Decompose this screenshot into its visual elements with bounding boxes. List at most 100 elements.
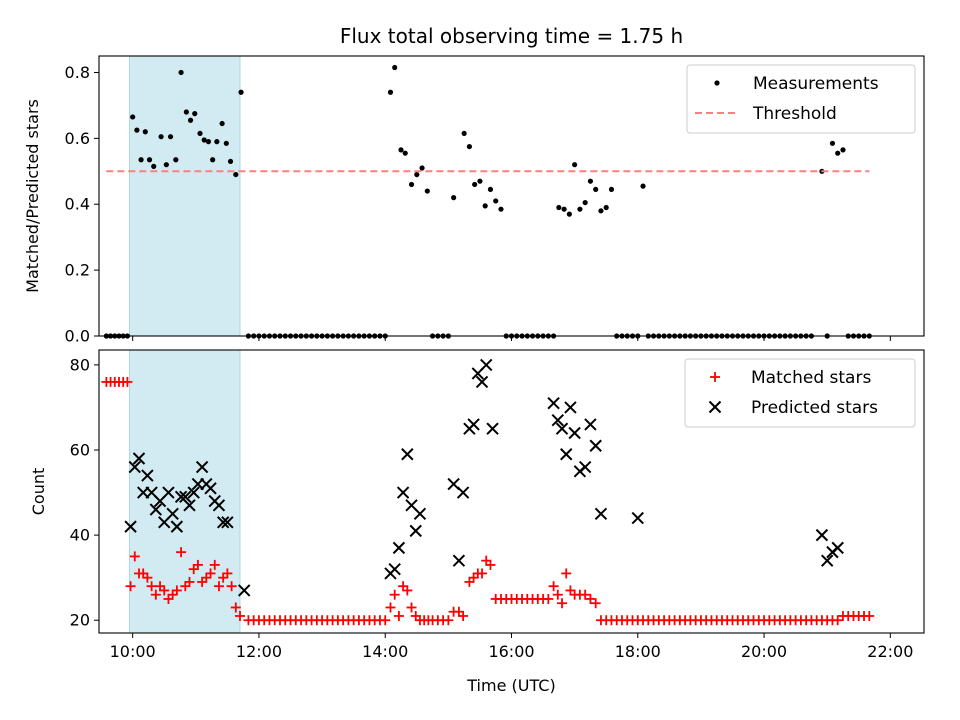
data-point: [396, 486, 410, 499]
x-axis-label: Time (UTC): [466, 676, 555, 695]
data-point: [815, 528, 829, 542]
data-point: [640, 183, 646, 189]
data-point: [406, 602, 417, 613]
data-point: [555, 422, 569, 435]
data-point: [388, 562, 401, 576]
data-point: [216, 516, 230, 529]
data-point: [480, 358, 493, 372]
data-point: [162, 486, 175, 499]
data-point: [631, 511, 644, 525]
data-point: [151, 163, 157, 169]
data-point: [212, 499, 226, 512]
data-point: [593, 186, 599, 193]
x-tick-label: 16:00: [488, 642, 534, 661]
data-point: [458, 610, 469, 621]
data-point: [577, 206, 583, 212]
series-matched-stars: [101, 376, 875, 626]
y-tick-label: 80: [70, 355, 90, 374]
data-point: [560, 448, 573, 461]
data-point: [472, 181, 478, 188]
data-point: [456, 486, 470, 499]
data-point: [192, 111, 198, 117]
legend-label: Threshold: [752, 104, 837, 124]
data-point: [419, 165, 425, 171]
data-point: [451, 195, 457, 201]
data-point: [392, 64, 398, 71]
data-point: [580, 589, 591, 600]
data-point: [572, 162, 578, 168]
data-point: [146, 157, 153, 163]
data-point: [482, 203, 488, 209]
data-point: [548, 581, 559, 592]
data-point: [485, 559, 496, 570]
data-point: [130, 114, 136, 120]
data-point: [835, 150, 841, 156]
data-point: [466, 143, 473, 150]
y-axis-label: Count: [29, 468, 48, 516]
data-point: [187, 486, 200, 499]
data-point: [171, 585, 182, 596]
data-point: [486, 422, 499, 435]
data-point: [124, 520, 137, 533]
data-point: [129, 551, 140, 562]
data-point: [409, 524, 422, 538]
data-point: [393, 610, 404, 621]
data-point: [138, 157, 144, 163]
data-point: [227, 158, 234, 165]
data-point: [585, 593, 596, 604]
data-point: [566, 211, 572, 217]
legend-label: Predicted stars: [751, 398, 878, 418]
data-point: [233, 171, 239, 178]
y-tick-label: 0.6: [65, 129, 90, 148]
data-point: [238, 584, 251, 597]
data-point: [149, 503, 163, 516]
data-point: [387, 89, 394, 95]
data-point: [385, 602, 396, 613]
data-point: [414, 171, 420, 178]
data-point: [195, 460, 209, 474]
legend: Measurements Threshold: [686, 64, 916, 134]
data-point: [487, 186, 494, 193]
bottom-panel: 10:00 12:00 14:00 16:00 18:00 20:00 22:00 20 40 6…: [29, 349, 925, 695]
data-point: [557, 598, 568, 609]
data-point: [840, 147, 846, 153]
data-point: [183, 109, 189, 115]
data-point: [829, 140, 836, 146]
data-point: [443, 615, 454, 626]
data-point: [392, 541, 406, 555]
data-point: [178, 69, 184, 76]
data-point: [204, 482, 217, 495]
data-point: [184, 576, 195, 587]
data-point: [173, 157, 179, 163]
x-tick-label: 18:00: [615, 642, 661, 661]
y-tick-label: 0.8: [65, 63, 90, 82]
data-point: [408, 181, 415, 188]
legend-label: Matched stars: [751, 368, 871, 388]
y-tick-label: 60: [70, 441, 90, 460]
data-point: [543, 593, 554, 604]
data-point: [831, 541, 844, 555]
data-point: [832, 615, 843, 626]
data-point: [389, 589, 400, 600]
legend-marker: [710, 372, 720, 382]
data-point: [568, 426, 581, 440]
legend-marker: [714, 80, 720, 86]
data-point: [142, 572, 153, 583]
x-tick-label: 22:00: [867, 642, 913, 661]
data-point: [128, 460, 141, 474]
data-point: [398, 147, 404, 153]
data-point: [150, 589, 161, 600]
x-tick-label: 14:00: [362, 642, 408, 661]
y-tick-label: 40: [70, 526, 90, 545]
data-point: [589, 439, 602, 452]
data-point: [167, 134, 174, 140]
data-point: [192, 559, 203, 570]
data-point: [561, 568, 572, 579]
x-tick-label: 10:00: [110, 642, 156, 661]
data-point: [380, 615, 391, 626]
data-point: [187, 117, 194, 123]
data-point: [146, 581, 157, 592]
y-tick-label: 0.4: [65, 195, 90, 214]
data-point: [413, 507, 427, 521]
